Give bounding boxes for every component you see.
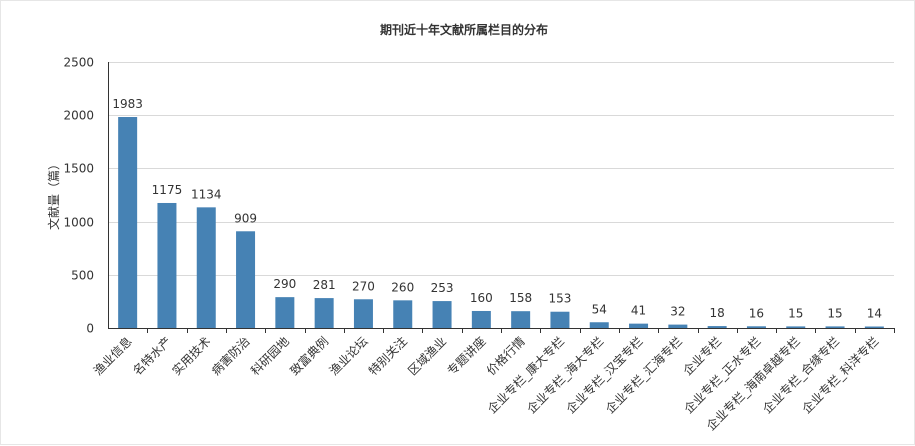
data-label: 158	[509, 291, 532, 305]
data-label: 1134	[191, 187, 222, 201]
bar	[589, 322, 609, 328]
bar	[118, 117, 138, 329]
bar	[353, 299, 373, 328]
bar	[196, 207, 216, 328]
data-label: 32	[670, 305, 685, 319]
y-axis-title: 文献量（篇）	[46, 158, 61, 230]
data-label: 15	[788, 306, 803, 320]
data-label: 54	[592, 302, 607, 316]
data-label: 1983	[112, 97, 143, 111]
x-tick-label: 专题讲座	[444, 334, 489, 379]
data-label: 1175	[152, 183, 183, 197]
axes	[108, 62, 895, 333]
data-label: 41	[631, 304, 646, 318]
data-label: 909	[234, 211, 257, 225]
y-tick-label: 2000	[63, 109, 94, 123]
x-tick-label: 科研园地	[248, 334, 292, 378]
bar	[432, 301, 452, 328]
y-tick-label: 1500	[63, 162, 94, 176]
data-label: 14	[867, 307, 882, 321]
bar	[550, 311, 570, 328]
bar	[471, 310, 491, 328]
bar	[236, 231, 256, 328]
y-tick-labels: 0 500 1000 1500 2000 2500	[63, 56, 94, 336]
data-label: 260	[391, 280, 414, 294]
bar	[275, 297, 295, 328]
data-label: 281	[313, 278, 336, 292]
y-tick-label: 2500	[63, 56, 94, 70]
x-tick-label: 渔业论坛	[327, 334, 371, 378]
data-label: 270	[352, 279, 375, 293]
data-label: 16	[749, 306, 764, 320]
data-label: 160	[470, 291, 493, 305]
x-tick-label: 特别关注	[365, 334, 410, 379]
y-tick-label: 1000	[63, 216, 94, 230]
y-tick-label: 500	[71, 269, 94, 283]
bar	[707, 326, 727, 328]
data-label: 253	[431, 281, 454, 295]
bar	[393, 300, 413, 328]
bar	[746, 326, 766, 328]
bar	[668, 324, 688, 328]
data-labels: 1983 1175 1134 909 290 281 270 260 253 160 158 153 5…	[112, 97, 882, 321]
bar	[864, 326, 884, 328]
bar	[511, 311, 531, 328]
x-tick-label: 致富典例	[287, 334, 332, 379]
bar	[786, 326, 806, 328]
x-tick-label: 病害防治	[208, 334, 253, 379]
x-tick-label: 名特水产	[130, 334, 175, 379]
data-label: 18	[710, 306, 725, 320]
x-tick-label: 渔业信息	[90, 334, 135, 379]
y-tick-label: 0	[86, 322, 94, 336]
bars	[118, 117, 884, 329]
chart-title: 期刊近十年文献所属栏目的分布	[380, 22, 548, 37]
data-label: 153	[548, 292, 571, 306]
bar	[157, 202, 177, 328]
bar	[629, 323, 649, 328]
x-tick-label: 实用技术	[169, 334, 214, 379]
grid-lines	[108, 62, 894, 329]
data-label: 15	[827, 306, 842, 320]
bar	[825, 326, 845, 328]
bar	[314, 298, 334, 328]
x-tick-label: 区域渔业	[405, 334, 449, 378]
x-tick-labels: 渔业信息名特水产实用技术病害防治科研园地致富典例渔业论坛特别关注区域渔业专题讲座…	[90, 334, 881, 434]
data-label: 290	[273, 277, 296, 291]
